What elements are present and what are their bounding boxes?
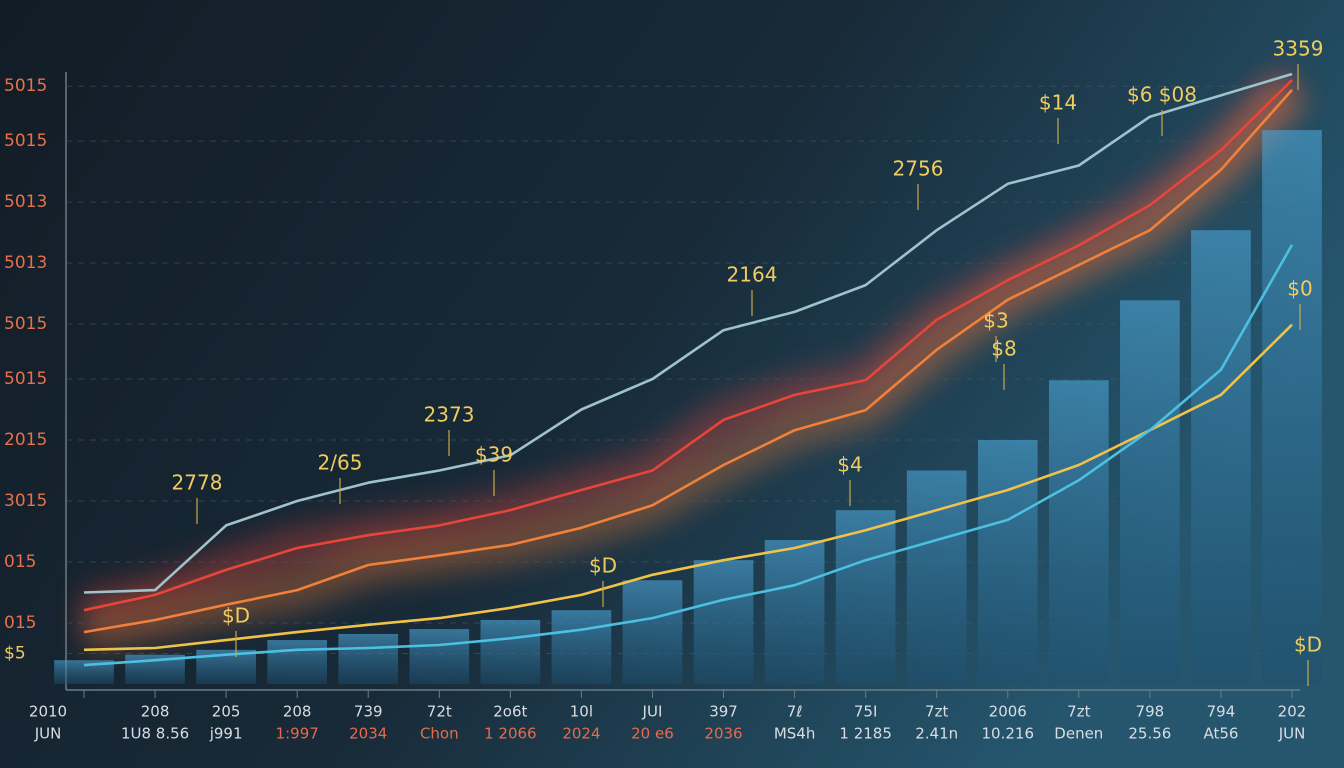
plot-layer: 5015 5015 5013 5013 5015 5015 2015 3015 015 015 $5… [4, 37, 1323, 743]
x-sublabel: At56 [1203, 725, 1238, 743]
line [83, 89, 1293, 634]
x-tick-label: 208 [283, 703, 312, 721]
annotation: 3359 [1273, 37, 1324, 61]
annotation: $D [222, 604, 250, 628]
bar [906, 470, 967, 684]
x-sublabel: MS4h [774, 725, 816, 743]
annotation: 2756 [893, 157, 944, 181]
annotation: 2778 [172, 471, 223, 495]
bar [551, 610, 612, 684]
line [83, 79, 1293, 612]
x-sublabel: 25.56 [1128, 725, 1171, 743]
y-tick-label: 5015 [4, 76, 47, 96]
bar [835, 510, 896, 684]
x-sublabel: 2.41n [915, 725, 958, 743]
annotation: $39 [475, 443, 513, 467]
y-tick-label: 3015 [4, 491, 47, 511]
annotation: $3 [983, 309, 1008, 333]
x-tick-label: 2o6t [493, 703, 527, 721]
annotation: 2164 [727, 263, 778, 287]
bar [54, 660, 114, 684]
annotation: $8 [991, 337, 1016, 361]
x-tick-label: 10l [570, 703, 593, 721]
x-tick-label: 397 [709, 703, 738, 721]
x-tick-label: 7ℓ [787, 703, 803, 721]
bar [1120, 300, 1180, 684]
y-tick-label: 5013 [4, 253, 47, 273]
line [83, 72, 1293, 594]
x-tick-label: 208 [141, 703, 170, 721]
x-sublabel: j991 [209, 725, 243, 743]
x-tick-label: 7zt [925, 703, 948, 721]
x-sublabel: Denen [1054, 725, 1103, 743]
annotation: $D [1294, 633, 1322, 657]
y-tick-label: 5015 [4, 314, 47, 334]
x-sublabel: JUN [34, 725, 62, 743]
x-tick-label: 794 [1207, 703, 1236, 721]
y-tick-label: 5013 [4, 192, 47, 212]
x-sublabel: Chon [420, 725, 459, 743]
y-tick-label: 5015 [4, 131, 47, 151]
x-sublabel: 1U8 8.56 [121, 725, 189, 743]
y-tick-label: 2015 [4, 430, 47, 450]
annotation: $0 [1287, 277, 1312, 301]
x-tick-label: JUI [642, 703, 663, 721]
x-sublabel: 10.216 [982, 725, 1035, 743]
x-tick-label: 739 [354, 703, 383, 721]
x-tick-label: 7zt [1067, 703, 1090, 721]
bar [977, 440, 1038, 684]
line [83, 244, 1294, 667]
x-tick-label: 2006 [989, 703, 1027, 721]
annotation: $6 $08 [1127, 83, 1197, 107]
x-sublabel: JUN [1278, 725, 1306, 743]
bar [267, 640, 328, 684]
annotation: $14 [1039, 91, 1077, 115]
x-sublabel: 1 2185 [839, 725, 892, 743]
y-tick-label: $5 [4, 644, 26, 664]
bar [480, 619, 541, 684]
bar [693, 560, 754, 684]
annotation: $D [589, 554, 617, 578]
x-tick-label: 72t [427, 703, 452, 721]
bar [1262, 130, 1322, 684]
bar [764, 540, 825, 684]
annotation: $4 [837, 453, 862, 477]
x-tick-label: 205 [212, 703, 241, 721]
y-tick-label: 015 [4, 613, 36, 633]
x-sublabel: 2024 [562, 725, 600, 743]
x-tick-label: 75I [854, 703, 878, 721]
y-tick-label: 015 [4, 552, 36, 572]
annotation: 2/65 [318, 451, 363, 475]
y-tick-label: 5015 [4, 369, 47, 389]
bar [622, 580, 683, 684]
x-tick-label: 798 [1136, 703, 1165, 721]
x-sublabel: 1 2066 [484, 725, 537, 743]
annotation: 2373 [424, 403, 475, 427]
x-sublabel: 1:997 [276, 725, 319, 743]
bar [409, 629, 470, 684]
x-tick-label: 202 [1278, 703, 1307, 721]
bar [338, 633, 399, 684]
x-sublabel: 2036 [704, 725, 742, 743]
x-tick-label: 2010 [29, 703, 67, 721]
x-sublabel: 20 e6 [631, 725, 674, 743]
bar [1191, 230, 1251, 684]
line [83, 323, 1293, 652]
x-sublabel: 2034 [349, 725, 387, 743]
bar [1048, 380, 1109, 684]
